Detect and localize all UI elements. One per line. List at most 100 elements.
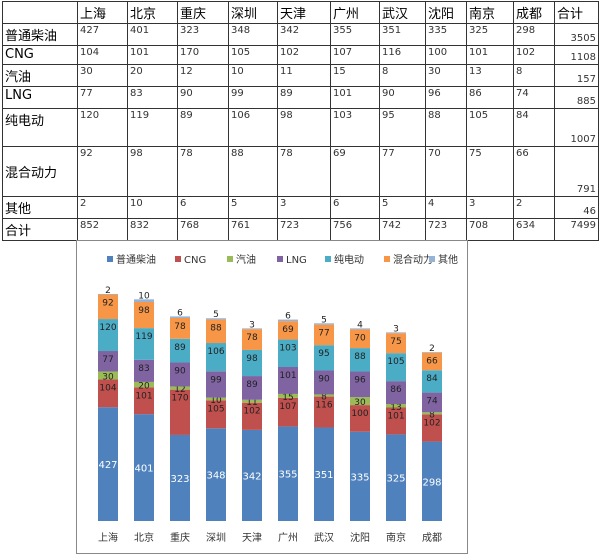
bar-segment [422, 441, 442, 521]
row-label: 合计 [2, 218, 78, 241]
x-tick-label: 广州 [278, 532, 298, 544]
data-label: 355 [278, 470, 297, 481]
table-row: 纯电动 120 119 89 106 98 103 95 88 105 84 1007 [2, 108, 599, 147]
x-tick-label: 南京 [386, 531, 406, 544]
table-cell: 742 [379, 218, 426, 241]
bar-segment [242, 349, 262, 377]
data-label: 77 [102, 355, 113, 365]
bar-segment [170, 317, 190, 339]
bar-segment [242, 329, 262, 350]
table-cell: 77 [77, 86, 128, 109]
data-label: 69 [282, 325, 294, 335]
data-label: 101 [387, 412, 404, 422]
data-label: 427 [98, 460, 117, 471]
column-header: 武汉 [379, 1, 426, 24]
table-cell: 323 [177, 23, 229, 46]
bar-segment [206, 400, 226, 429]
table-cell: 119 [127, 108, 178, 147]
row-total: 791 [554, 146, 599, 197]
chart-svg: 普通柴油 CNG 汽油 LNG 纯电动 混合动力 其他4271043077120922上海4… [98, 253, 458, 544]
bar-segment [134, 381, 154, 388]
table-cell: 102 [513, 45, 555, 65]
table-cell: 6 [177, 196, 229, 219]
column-header: 南京 [466, 1, 514, 24]
table-cell: 78 [177, 146, 229, 197]
x-tick-label: 武汉 [314, 531, 334, 544]
data-label: 88 [210, 324, 222, 334]
bar-segment [350, 328, 370, 330]
table-cell: 348 [228, 23, 278, 46]
bar-segment [278, 397, 298, 427]
data-label: 13 [390, 403, 401, 413]
bar-segment [314, 427, 334, 521]
data-label: 78 [174, 322, 186, 332]
table-cell: 120 [77, 108, 128, 147]
data-label: 70 [354, 333, 366, 343]
table-cell: 105 [466, 108, 514, 147]
bar-segment [134, 299, 154, 302]
bar-segment [314, 370, 334, 395]
data-label: 30 [354, 398, 366, 408]
column-header: 沈阳 [425, 1, 467, 24]
table-cell: 4 [425, 196, 467, 219]
data-label: 84 [426, 374, 438, 384]
table-cell: 2 [77, 196, 128, 219]
table-cell: 74 [513, 86, 555, 109]
data-label: 170 [171, 394, 188, 404]
data-label: 6 [177, 308, 183, 318]
data-label: 342 [242, 471, 261, 482]
table-cell: 99 [228, 86, 278, 109]
bar-segment [386, 404, 406, 408]
row-total: 7499 [554, 218, 599, 241]
table-cell: 13 [466, 64, 514, 87]
table-cell: 107 [330, 45, 380, 65]
bar-segment [422, 412, 442, 415]
data-label: 74 [426, 397, 438, 407]
x-tick-label: 天津 [242, 532, 262, 544]
data-label: 78 [246, 333, 258, 343]
data-label: 98 [246, 354, 258, 364]
data-label: 3 [393, 324, 399, 334]
row-label: 混合动力 [2, 146, 78, 197]
table-cell: 78 [277, 146, 331, 197]
data-label: 101 [279, 371, 296, 381]
table-cell: 401 [127, 23, 178, 46]
data-label: 104 [99, 384, 116, 394]
table-cell: 12 [177, 64, 229, 87]
table-cell: 66 [513, 146, 555, 197]
legend-label: 普通柴油 [116, 253, 156, 266]
table-cell: 90 [177, 86, 229, 109]
data-label: 89 [246, 380, 258, 390]
table-cell: 101 [330, 86, 380, 109]
table-cell: 84 [513, 108, 555, 147]
table-cell: 768 [177, 218, 229, 241]
data-label: 2 [429, 344, 435, 354]
row-total: 885 [554, 86, 599, 109]
table-row: CNG 104 101 170 105 102 107 116 100 101 102 1108 [2, 45, 599, 65]
legend-swatch [175, 256, 181, 262]
table-cell: 634 [513, 218, 555, 241]
bar-segment [98, 371, 118, 380]
table-cell: 116 [379, 45, 426, 65]
bar-segment [98, 319, 118, 352]
table-cell: 88 [425, 108, 467, 147]
table-cell: 98 [127, 146, 178, 197]
legend-label: CNG [184, 255, 206, 266]
x-tick-label: 深圳 [206, 532, 226, 544]
bar-segment [278, 321, 298, 340]
row-total: 157 [554, 64, 599, 87]
bar-segment [386, 332, 406, 334]
data-label: 10 [210, 396, 222, 406]
table-cell: 103 [330, 108, 380, 147]
table-cell: 30 [425, 64, 467, 87]
table-cell: 92 [77, 146, 128, 197]
table-cell: 351 [379, 23, 426, 46]
bar-segment [350, 431, 370, 521]
table-cell: 756 [330, 218, 380, 241]
table-cell: 69 [330, 146, 380, 197]
data-label: 95 [318, 349, 329, 359]
bar-segment [206, 343, 226, 372]
data-label: 102 [243, 407, 260, 417]
bar-segment [278, 319, 298, 322]
legend-swatch [277, 256, 283, 262]
